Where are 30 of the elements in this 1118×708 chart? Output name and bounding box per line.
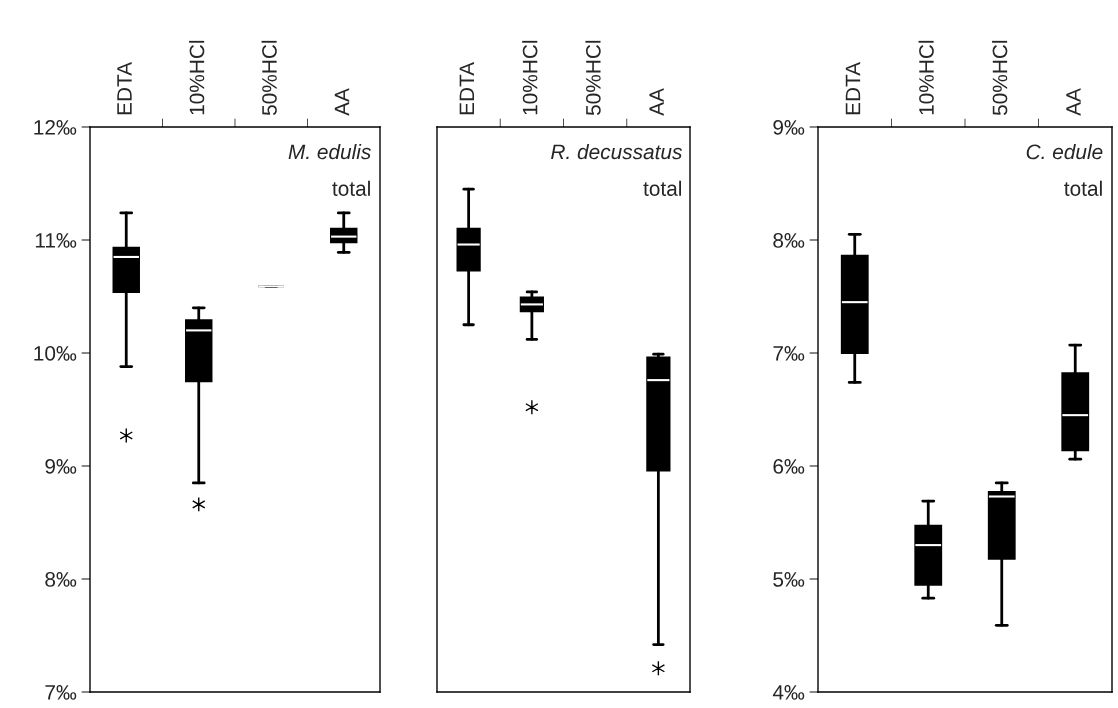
x-tick-label: 50%HCl xyxy=(261,40,277,116)
y-tick-label: 9‰ xyxy=(773,120,805,135)
x-tick-label: 10%HCl xyxy=(522,40,538,115)
y-tick-label: 8‰ xyxy=(773,233,805,248)
annotation: R. decussatus xyxy=(551,143,682,160)
y-tick-label: 7‰ xyxy=(773,346,805,361)
x-tick-label: 10%HCl xyxy=(189,40,205,115)
x-tick-label: AA xyxy=(334,88,350,116)
y-tick-label: 4‰ xyxy=(772,685,805,700)
annotation: total xyxy=(332,180,370,196)
x-tick-label: 50%HCl xyxy=(992,40,1008,116)
y-tick-label: 8‰ xyxy=(45,572,77,587)
y-tick-label: 6‰ xyxy=(773,459,805,474)
y-tick-label: 9‰ xyxy=(45,459,77,474)
annotation: total xyxy=(1064,180,1102,196)
annotation: M. edulis xyxy=(288,143,371,160)
x-tick-label: EDTA xyxy=(117,61,132,115)
x-tick-label: EDTA xyxy=(459,61,475,115)
x-tick-label: AA xyxy=(649,88,664,116)
annotation: total xyxy=(643,180,682,196)
x-tick-label: 50%HCl xyxy=(585,40,601,116)
y-tick-label: 7‰ xyxy=(45,685,77,700)
x-tick-label: 10%HCl xyxy=(918,40,934,115)
annotation: C. edule xyxy=(1026,143,1103,160)
x-tick-label: EDTA xyxy=(845,61,861,115)
x-tick-label: AA xyxy=(1066,88,1081,116)
y-tick-label: 10‰ xyxy=(34,346,77,361)
y-tick-label: 11‰ xyxy=(35,233,77,248)
y-tick-label: 12‰ xyxy=(34,120,77,135)
y-tick-label: 5‰ xyxy=(773,572,805,587)
